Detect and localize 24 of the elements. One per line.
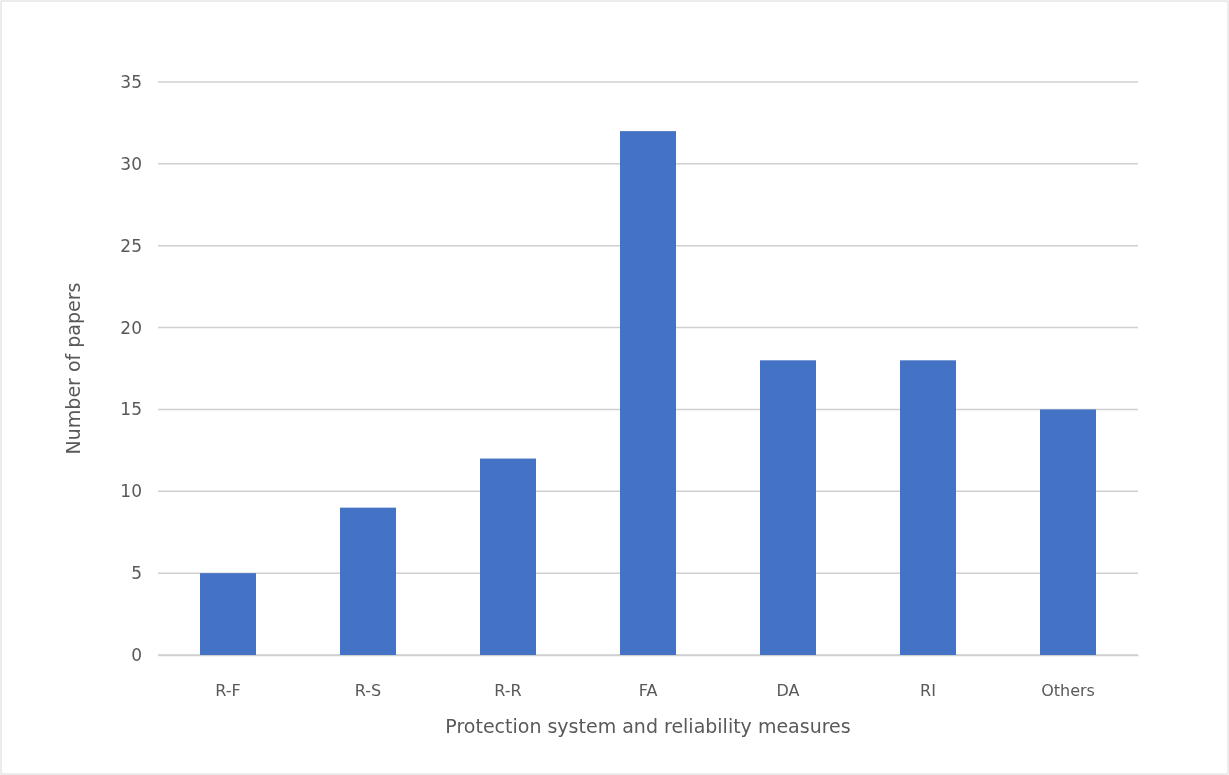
- x-tick-label: RI: [920, 681, 936, 701]
- bar: [200, 573, 256, 655]
- x-tick-label: R-R: [494, 681, 522, 701]
- y-tick-label: 15: [120, 399, 142, 420]
- bar: [1040, 409, 1096, 655]
- bar: [620, 131, 676, 655]
- y-tick-label: 30: [120, 153, 142, 174]
- x-tick-label: DA: [776, 681, 800, 701]
- y-axis-title: Number of papers: [62, 282, 84, 455]
- x-tick-label: Others: [1041, 681, 1095, 701]
- y-tick-label: 35: [120, 71, 142, 92]
- y-tick-label: 25: [120, 235, 142, 256]
- y-tick-label: 10: [120, 481, 142, 502]
- bar: [760, 360, 816, 655]
- x-tick-label: R-F: [215, 681, 241, 701]
- x-axis-title: Protection system and reliability measures: [445, 715, 851, 737]
- y-tick-label: 20: [120, 317, 142, 338]
- bar: [480, 458, 536, 655]
- x-tick-label: R-S: [354, 681, 382, 701]
- y-tick-label: 0: [131, 644, 142, 665]
- bar: [340, 507, 396, 655]
- bar: [900, 360, 956, 655]
- x-tick-label: FA: [638, 681, 658, 701]
- y-tick-label: 5: [131, 563, 142, 584]
